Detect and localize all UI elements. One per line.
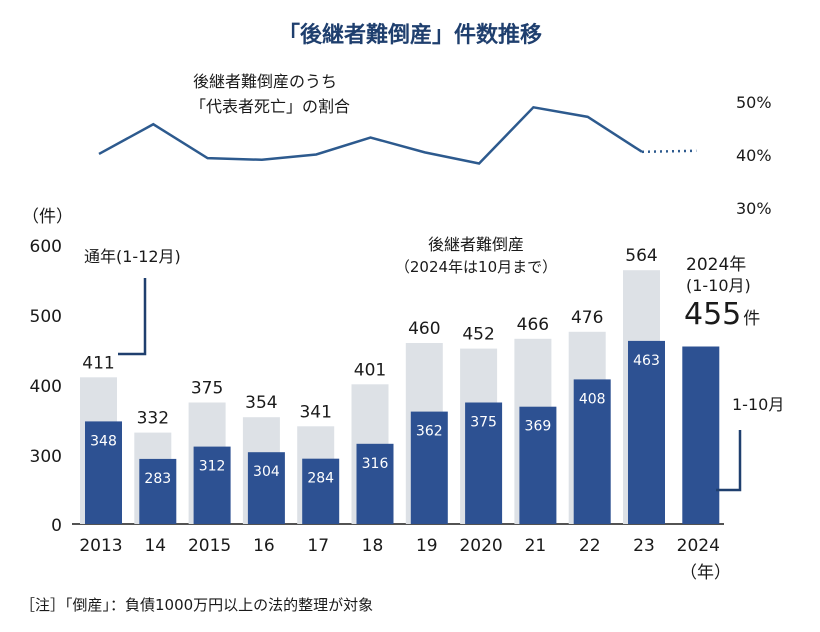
jan-oct-label: 1-10月 [732,395,784,414]
bar-title: 後継者難倒産 [428,235,524,254]
y-tick-label: 600 [30,237,62,257]
bar-jan-oct-19 [410,411,448,524]
bar-jan-oct-2024 [682,346,720,524]
y-tick-label: 500 [30,307,62,327]
x-tick-label: 14 [144,536,166,556]
x-tick-label: 19 [416,536,438,556]
bar-jan-oct-23 [628,340,665,524]
ratio-tick-label: 30% [736,199,772,218]
bar-jan-oct-14 [139,458,177,524]
x-tick-label: 23 [633,536,655,556]
bar-jan-oct-22 [573,379,611,524]
value-label-jan-oct: 408 [579,391,606,407]
annual-label: 通年(1-12月) [84,247,181,266]
value-label-jan-oct: 284 [307,471,334,487]
year-2024-label: 2024年 [686,255,746,275]
x-tick-label: 16 [253,536,275,556]
value-label-jan-oct: 312 [199,459,226,475]
bar-jan-oct-18 [356,443,394,524]
value-label-annual: 411 [82,353,114,373]
x-tick-label: 2013 [79,536,122,556]
ratio-label-line1: 後継者難倒産のうち [193,72,337,91]
value-label-annual: 332 [137,409,169,429]
bar-jan-oct-16 [247,452,285,524]
y-tick-label: 400 [30,377,62,397]
ratio-line-dotted [641,149,697,154]
ratio-line [98,105,697,165]
x-tick-label: 2020 [459,536,502,556]
value-label-jan-oct: 348 [90,433,117,449]
value-label-annual: 460 [408,319,440,339]
value-label-annual: 341 [299,402,331,422]
x-tick-label: 17 [307,536,329,556]
value-label-jan-oct: 316 [362,456,389,472]
value-label-jan-oct: 362 [416,424,443,440]
x-tick-label: 21 [525,536,547,556]
x-axis: 2013 14 2015 16 17 18 19 2020 21 22 23 2024 [79,536,720,556]
ratio-line-solid [98,105,643,165]
value-label-annual: 401 [354,360,386,380]
period-label: (1-10月) [686,276,751,295]
x-axis-unit: （年） [680,563,731,583]
bars: 411 348 332 283 375 312 354 304 341 284 401 316 460 3… [80,246,720,524]
x-tick-label: 22 [579,536,601,556]
value-label-jan-oct: 375 [470,415,497,431]
value-label-jan-oct: 283 [144,471,171,487]
ratio-tick-label: 50% [736,93,772,112]
jan-oct-callout-line [716,430,742,492]
bar-jan-oct-2020 [465,402,503,524]
bar-jan-oct-17 [302,458,340,524]
bar-jan-oct-2013 [85,421,122,524]
bar-subtitle: （2024年は10月まで） [395,258,557,276]
value-label-annual: 564 [625,246,657,266]
value-label-jan-oct: 463 [633,353,660,369]
chart-title: 「後継者難倒産」件数推移 [278,22,542,48]
value-label-annual: 452 [462,325,494,345]
x-tick-label: 2024 [677,536,720,556]
x-tick-label: 18 [362,536,384,556]
value-label-jan-oct: 304 [253,464,280,480]
footnote: ［注］「倒産」：負債1000万円以上の法的整理が対象 [20,596,373,614]
value-label-annual: 476 [571,308,603,328]
ratio-axis: 50% 40% 30% [736,93,772,218]
value-label-annual: 354 [245,393,277,413]
y-axis: 0 300 400 500 600 [30,237,62,536]
value-label-annual: 375 [191,379,223,399]
value-label-jan-oct: 369 [525,419,552,435]
ratio-label-line2: 「代表者死亡」の割合 [190,97,350,116]
ratio-tick-label: 40% [736,146,772,165]
y-tick-label: 0 [51,516,62,536]
bar-jan-oct-2015 [193,446,231,524]
annual-callout-line [118,278,147,356]
big-value-2024: 455 件 [684,297,760,332]
bar-jan-oct-21 [519,406,557,524]
y-tick-label: 300 [30,447,62,467]
x-tick-label: 2015 [188,536,231,556]
y-axis-unit: （件） [22,207,73,227]
value-label-annual: 466 [517,315,549,335]
